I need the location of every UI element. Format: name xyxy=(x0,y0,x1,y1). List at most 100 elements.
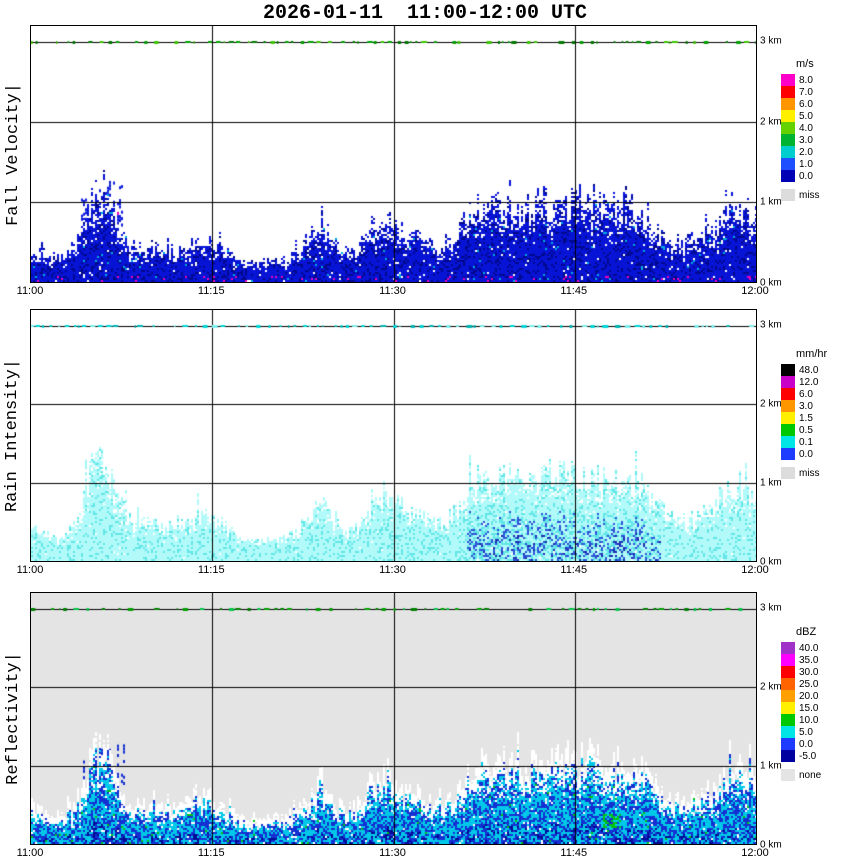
y-tick-label: 1 km xyxy=(760,196,782,208)
color-legend-fall-velocity: m/s 8.0 7.0 6.0 5.0 4.0 3.0 2.0 1.0 0.0 miss xyxy=(781,58,820,201)
y-tick-label: 1 km xyxy=(760,477,782,489)
legend-value-label: 0.1 xyxy=(799,436,813,448)
legend-swatch xyxy=(781,714,795,726)
legend-entry: 2.0 xyxy=(781,146,820,158)
x-tick-label: 11:00 xyxy=(16,285,44,297)
legend-value-label: none xyxy=(799,769,822,781)
legend-swatch xyxy=(781,189,795,201)
figure-title: 2026-01-11 11:00-12:00 UTC xyxy=(262,2,588,25)
legend-swatch xyxy=(781,158,795,170)
legend-entry: 48.0 xyxy=(781,364,827,376)
legend-value-label: -5.0 xyxy=(799,750,817,762)
legend-swatch xyxy=(781,467,795,479)
legend-swatch xyxy=(781,412,795,424)
plot-area-rain-intensity xyxy=(30,309,757,562)
y-tick-label: 3 km xyxy=(760,319,782,331)
legend-swatch xyxy=(781,110,795,122)
y-axis-title-text: Rain Intensity| xyxy=(3,358,23,513)
legend-entry: 4.0 xyxy=(781,122,820,134)
x-tick-label: 12:00 xyxy=(741,847,769,859)
legend-entry: 5.0 xyxy=(781,110,820,122)
color-legend-reflectivity: dBZ 40.0 35.0 30.0 25.0 20.0 15.0 10.0 5.0 0.0 -5… xyxy=(781,626,821,781)
y-tick-label: 0 km xyxy=(760,277,782,289)
legend-swatch xyxy=(781,690,795,702)
y-tick-label: 1 km xyxy=(760,760,782,772)
legend-entry: 40.0 xyxy=(781,642,821,654)
height-axis-labels: 3 km 2 km 1 km 0 km xyxy=(760,25,798,289)
legend-value-label: 48.0 xyxy=(799,364,819,376)
time-axis-labels: 11:00 11:15 11:30 11:45 12:00 xyxy=(17,845,769,859)
legend-value-label: 1.0 xyxy=(799,158,813,170)
legend-value-label: 20.0 xyxy=(799,690,819,702)
legend-swatch xyxy=(781,400,795,412)
legend-value-label: 5.0 xyxy=(799,110,813,122)
legend-value-label: 10.0 xyxy=(799,714,819,726)
x-tick-label: 11:00 xyxy=(16,564,44,576)
color-legend-rain-intensity: mm/hr 48.0 12.0 6.0 3.0 1.5 0.5 0.1 0.0 miss xyxy=(781,348,827,479)
legend-swatch xyxy=(781,678,795,690)
legend-swatch xyxy=(781,122,795,134)
legend-value-label: 3.0 xyxy=(799,134,813,146)
legend-entry: -5.0 xyxy=(781,750,821,762)
y-tick-label: 2 km xyxy=(760,681,782,693)
panel-rain-intensity: Rain Intensity| 3 km 2 km 1 km 0 km 11:0… xyxy=(0,309,850,576)
plot-area-fall-velocity xyxy=(30,25,757,283)
x-tick-label: 11:15 xyxy=(197,564,225,576)
legend-entry: 3.0 xyxy=(781,134,820,146)
legend-entry: 6.0 xyxy=(781,98,820,110)
legend-swatch xyxy=(781,642,795,654)
x-tick-label: 11:45 xyxy=(560,847,588,859)
y-tick-label: 3 km xyxy=(760,602,782,614)
x-tick-label: 12:00 xyxy=(741,285,769,297)
legend-entry: 7.0 xyxy=(781,86,820,98)
y-axis-title-text: Fall Velocity| xyxy=(3,82,23,226)
legend-unit-label: dBZ xyxy=(796,626,817,638)
legend-value-label: 3.0 xyxy=(799,400,813,412)
legend-entry: 0.0 xyxy=(781,170,820,182)
legend-swatch xyxy=(781,702,795,714)
legend-swatch xyxy=(781,769,795,781)
legend-swatch xyxy=(781,726,795,738)
legend-entry: 12.0 xyxy=(781,376,827,388)
legend-entry: 0.0 xyxy=(781,448,827,460)
y-tick-label: 3 km xyxy=(760,35,782,47)
legend-unit-label: mm/hr xyxy=(796,348,828,360)
legend-swatch xyxy=(781,436,795,448)
y-axis-title-fall-velocity: Fall Velocity| xyxy=(0,25,26,283)
height-axis-labels: 3 km 2 km 1 km 0 km xyxy=(760,592,798,850)
legend-value-label: 30.0 xyxy=(799,666,819,678)
legend-entry: miss xyxy=(781,189,820,201)
legend-value-label: 0.5 xyxy=(799,424,813,436)
legend-value-label: miss xyxy=(799,467,820,479)
legend-value-label: 15.0 xyxy=(799,702,819,714)
y-tick-label: 0 km xyxy=(760,556,782,568)
time-axis-labels: 11:00 11:15 11:30 11:45 12:00 xyxy=(17,562,769,576)
legend-value-label: 12.0 xyxy=(799,376,819,388)
rain-intensity-heatmap-canvas xyxy=(31,310,756,561)
legend-entry: 25.0 xyxy=(781,678,821,690)
legend-value-label: 7.0 xyxy=(799,86,813,98)
legend-entry: 3.0 xyxy=(781,400,827,412)
legend-swatch xyxy=(781,750,795,762)
legend-swatch xyxy=(781,364,795,376)
panel-reflectivity: Reflectivity| 3 km 2 km 1 km 0 km 11:00 … xyxy=(0,592,850,859)
legend-entries: 40.0 35.0 30.0 25.0 20.0 15.0 10.0 5.0 0.0 -5.0 no… xyxy=(781,642,821,781)
legend-value-label: 6.0 xyxy=(799,388,813,400)
legend-entry: 0.0 xyxy=(781,738,821,750)
legend-swatch xyxy=(781,98,795,110)
legend-value-label: 40.0 xyxy=(799,642,819,654)
legend-value-label: 0.0 xyxy=(799,738,813,750)
legend-value-label: 25.0 xyxy=(799,678,819,690)
x-tick-label: 11:00 xyxy=(16,847,44,859)
legend-entry: none xyxy=(781,769,821,781)
legend-swatch xyxy=(781,666,795,678)
y-axis-title-reflectivity: Reflectivity| xyxy=(0,592,26,845)
legend-entry: 20.0 xyxy=(781,690,821,702)
legend-swatch xyxy=(781,74,795,86)
y-axis-title-text: Reflectivity| xyxy=(3,652,23,785)
x-tick-label: 11:15 xyxy=(197,285,225,297)
legend-value-label: 2.0 xyxy=(799,146,813,158)
legend-value-label: 35.0 xyxy=(799,654,819,666)
time-axis-labels: 11:00 11:15 11:30 11:45 12:00 xyxy=(17,283,769,297)
